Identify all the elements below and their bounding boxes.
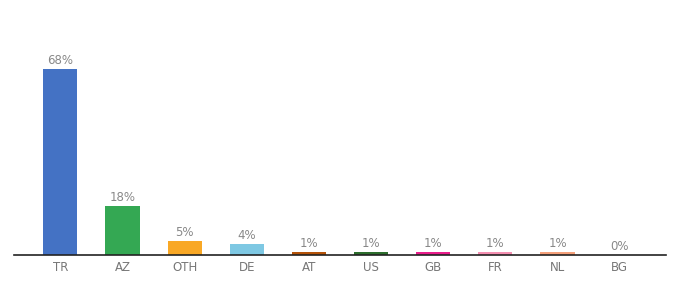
Text: 1%: 1% [486, 237, 505, 250]
Text: 1%: 1% [548, 237, 567, 250]
Text: 68%: 68% [48, 54, 73, 67]
Bar [354, 252, 388, 255]
Bar [105, 206, 139, 255]
Bar [541, 252, 575, 255]
Bar [478, 252, 513, 255]
Text: 5%: 5% [175, 226, 194, 239]
Bar [44, 69, 78, 255]
Bar [167, 241, 202, 255]
Text: 18%: 18% [109, 190, 135, 203]
Text: 4%: 4% [237, 229, 256, 242]
Bar [292, 252, 326, 255]
Text: 1%: 1% [300, 237, 318, 250]
Text: 1%: 1% [424, 237, 443, 250]
Bar [230, 244, 264, 255]
Text: 0%: 0% [611, 240, 629, 253]
Text: 1%: 1% [362, 237, 380, 250]
Bar [416, 252, 450, 255]
